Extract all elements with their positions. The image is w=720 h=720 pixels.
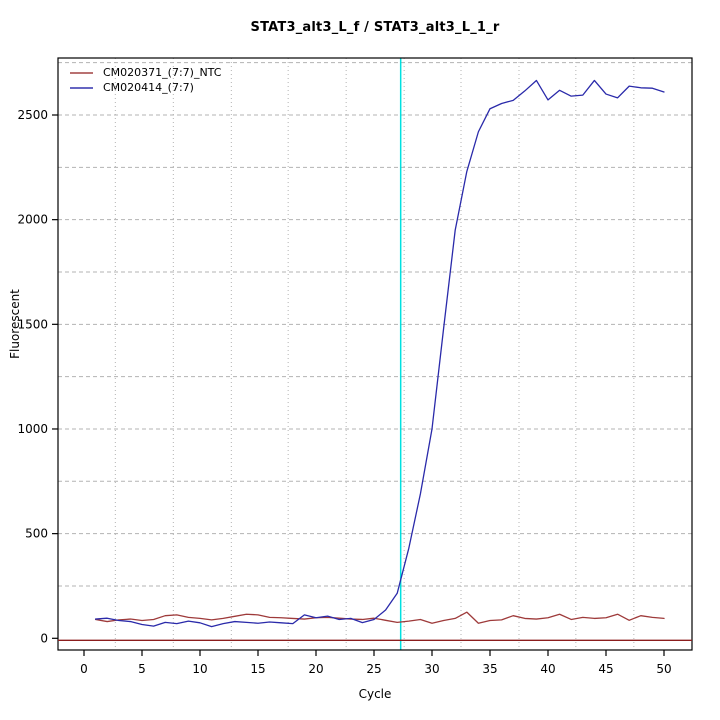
series-line-sample: [94, 79, 665, 628]
y-tick-label: 2000: [17, 213, 48, 227]
legend: CM020371_(7:7)_NTC CM020414_(7:7): [70, 65, 221, 95]
x-tick-label: 0: [80, 662, 88, 676]
x-tick-label: 20: [308, 662, 323, 676]
x-tick-label: 10: [192, 662, 207, 676]
legend-label-ntc: CM020371_(7:7)_NTC: [103, 66, 222, 79]
legend-label-sample: CM020414_(7:7): [103, 81, 194, 94]
y-axis-title: Fluorescent: [8, 289, 22, 359]
chart-title: STAT3_alt3_L_f / STAT3_alt3_L_1_r: [250, 20, 500, 35]
series-line-ntc: [94, 611, 665, 624]
plot-border: [57, 57, 693, 651]
x-tick-label: 50: [656, 662, 671, 676]
y-tick-label: 2500: [17, 108, 48, 122]
x-tick-label: 5: [138, 662, 146, 676]
legend-line-swatch-red: [70, 71, 93, 74]
legend-item-sample: CM020414_(7:7): [70, 80, 221, 95]
y-tick-label: 0: [40, 631, 48, 645]
x-axis-title: Cycle: [358, 687, 392, 701]
x-tick-label: 25: [366, 662, 381, 676]
y-tick-label: 1000: [17, 422, 48, 436]
legend-line-swatch-blue: [70, 86, 93, 89]
x-tick-label: 30: [424, 662, 439, 676]
x-tick-label: 45: [598, 662, 613, 676]
x-tick-label: 40: [540, 662, 555, 676]
y-tick-label: 1500: [17, 317, 48, 331]
x-tick-label: 35: [482, 662, 497, 676]
y-tick-label: 500: [25, 527, 48, 541]
x-tick-label: 15: [250, 662, 265, 676]
legend-item-ntc: CM020371_(7:7)_NTC: [70, 65, 221, 80]
